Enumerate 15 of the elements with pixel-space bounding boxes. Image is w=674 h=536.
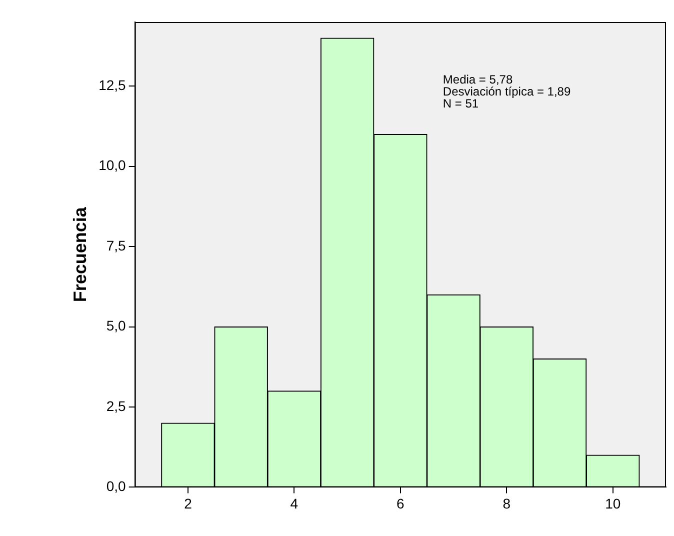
x-tick-label: 2 [184, 495, 192, 512]
y-tick-label: 5,0 [106, 318, 126, 334]
y-axis-title: Frecuencia [70, 206, 90, 302]
annotation: N = 51 [442, 96, 479, 110]
y-tick-label: 2,5 [106, 398, 126, 414]
annotation: Media = 5,78 [442, 72, 513, 86]
y-tick-label: 12,5 [98, 77, 126, 94]
y-tick-label: 0,0 [106, 478, 126, 494]
x-tick-label: 6 [396, 495, 405, 512]
x-tick-label: 8 [502, 495, 511, 512]
annotation: Desviación típica = 1,89 [442, 84, 571, 98]
y-tick-label: 10,0 [98, 157, 126, 174]
x-tick-label: 10 [605, 495, 621, 512]
x-tick-label: 4 [290, 495, 298, 512]
y-tick-label: 7,5 [106, 237, 126, 254]
